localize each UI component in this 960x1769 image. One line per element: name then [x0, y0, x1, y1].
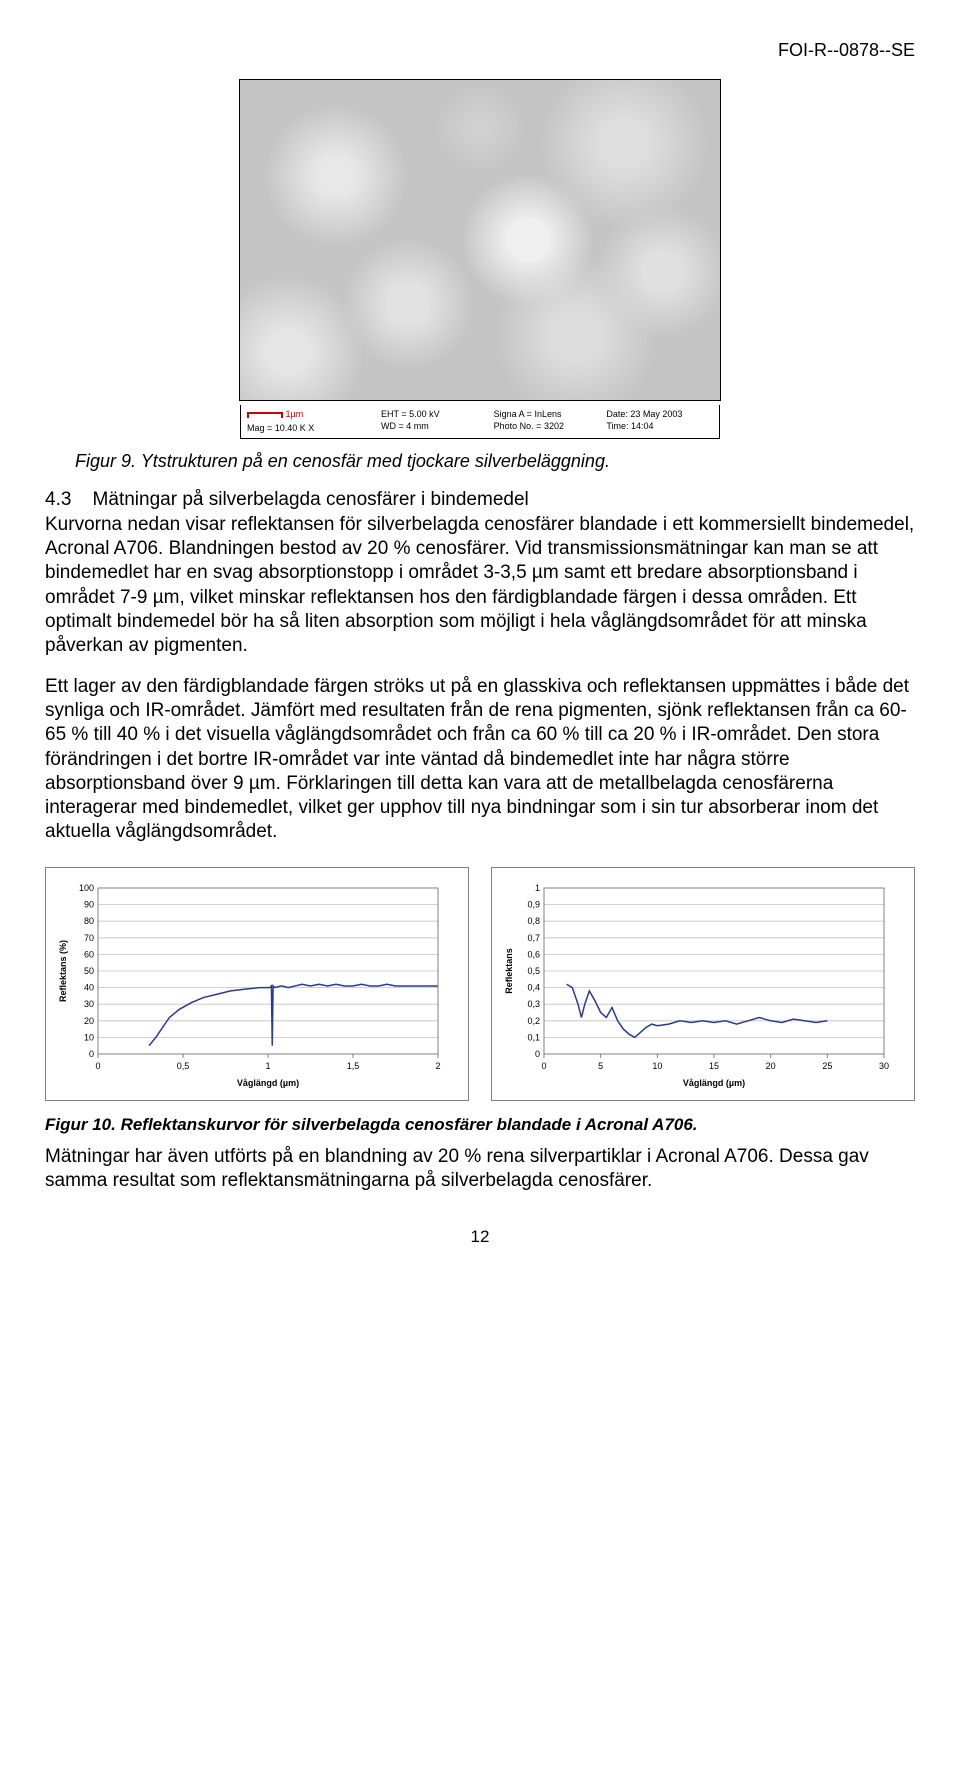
svg-text:10: 10: [652, 1061, 662, 1071]
svg-text:2: 2: [435, 1061, 440, 1071]
svg-text:Våglängd (µm): Våglängd (µm): [683, 1078, 745, 1088]
charts-row: 010203040506070809010000,511,52Våglängd …: [45, 867, 915, 1101]
chart-right: 00,10,20,30,40,50,60,70,80,9105101520253…: [502, 882, 892, 1092]
svg-text:Våglängd (µm): Våglängd (µm): [237, 1078, 299, 1088]
svg-text:0,7: 0,7: [527, 933, 540, 943]
svg-text:40: 40: [84, 982, 94, 992]
page-number: 12: [45, 1227, 915, 1247]
sem-mag: Mag = 10.40 K X: [247, 423, 375, 435]
svg-text:90: 90: [84, 899, 94, 909]
paragraph-2: Ett lager av den färdigblandade färgen s…: [45, 675, 915, 845]
svg-text:20: 20: [84, 1016, 94, 1026]
svg-text:Reflektans (%): Reflektans (%): [58, 940, 68, 1002]
svg-text:20: 20: [766, 1061, 776, 1071]
svg-text:1: 1: [535, 883, 540, 893]
document-id: FOI-R--0878--SE: [45, 40, 915, 61]
svg-text:0,8: 0,8: [527, 916, 540, 926]
paragraph-1: Kurvorna nedan visar reflektansen för si…: [45, 514, 914, 657]
svg-text:0,6: 0,6: [527, 949, 540, 959]
sem-wd: WD = 4 mm: [381, 421, 488, 433]
svg-text:0,5: 0,5: [177, 1061, 190, 1071]
sem-micrograph: [239, 79, 721, 401]
sem-texture: [240, 80, 720, 400]
section-number: 4.3: [45, 489, 71, 510]
svg-text:30: 30: [879, 1061, 889, 1071]
svg-text:10: 10: [84, 1032, 94, 1042]
sem-signal: Signa A = InLens: [494, 409, 601, 421]
section-title: Mätningar på silverbelagda cenosfärer i …: [93, 489, 529, 510]
svg-text:5: 5: [598, 1061, 603, 1071]
svg-text:30: 30: [84, 999, 94, 1009]
figure-9-caption: Figur 9. Ytstrukturen på en cenosfär med…: [75, 451, 915, 472]
sem-time: Time: 14:04: [606, 421, 713, 433]
sem-photo: Photo No. = 3202: [494, 421, 601, 433]
figure-10-caption: Figur 10. Reflektanskurvor för silverbel…: [45, 1115, 915, 1135]
svg-text:0,3: 0,3: [527, 999, 540, 1009]
svg-text:50: 50: [84, 966, 94, 976]
svg-text:1,5: 1,5: [347, 1061, 360, 1071]
svg-text:0,2: 0,2: [527, 1016, 540, 1026]
svg-text:100: 100: [79, 883, 94, 893]
svg-text:0: 0: [89, 1049, 94, 1059]
svg-text:80: 80: [84, 916, 94, 926]
svg-text:1: 1: [265, 1061, 270, 1071]
svg-text:0: 0: [95, 1061, 100, 1071]
svg-text:0,9: 0,9: [527, 899, 540, 909]
sem-footer: 1µm Mag = 10.40 K X EHT = 5.00 kV WD = 4…: [240, 405, 720, 439]
svg-text:0,4: 0,4: [527, 982, 540, 992]
svg-text:70: 70: [84, 933, 94, 943]
svg-text:0,5: 0,5: [527, 966, 540, 976]
paragraph-3: Mätningar har även utförts på en blandni…: [45, 1145, 915, 1194]
sem-eht: EHT = 5.00 kV: [381, 409, 488, 421]
chart-right-box: 00,10,20,30,40,50,60,70,80,9105101520253…: [491, 867, 915, 1101]
svg-text:0,1: 0,1: [527, 1032, 540, 1042]
sem-date: Date: 23 May 2003: [606, 409, 713, 421]
svg-text:0: 0: [535, 1049, 540, 1059]
chart-left-box: 0 10 20 30 40 50 60 70 80 90 100 0 0,5 1 1,5 2 Våglängd …: [45, 867, 469, 1101]
chart-left: 0 10 20 30 40 50 60 70 80 90 100 0 0,5 1 1,5 2 Våglängd …: [56, 882, 446, 1092]
svg-text:0: 0: [541, 1061, 546, 1071]
svg-text:25: 25: [822, 1061, 832, 1071]
sem-scale: 1µm: [286, 409, 304, 419]
svg-text:15: 15: [709, 1061, 719, 1071]
svg-text:60: 60: [84, 949, 94, 959]
svg-text:Reflektans: Reflektans: [504, 948, 514, 994]
